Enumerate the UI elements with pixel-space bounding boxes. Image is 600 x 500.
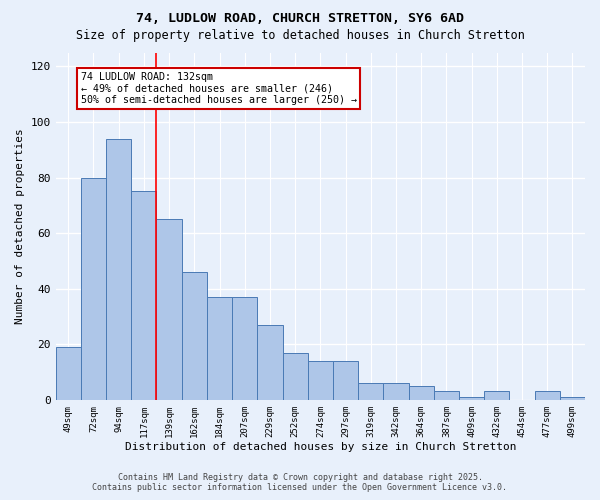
Bar <box>106 138 131 400</box>
Bar <box>484 392 509 400</box>
Bar <box>157 219 182 400</box>
Bar <box>459 397 484 400</box>
Bar <box>333 361 358 400</box>
Y-axis label: Number of detached properties: Number of detached properties <box>15 128 25 324</box>
Bar <box>283 352 308 400</box>
Bar <box>560 397 585 400</box>
Bar <box>207 297 232 400</box>
Bar <box>182 272 207 400</box>
Text: 74, LUDLOW ROAD, CHURCH STRETTON, SY6 6AD: 74, LUDLOW ROAD, CHURCH STRETTON, SY6 6A… <box>136 12 464 26</box>
Text: 74 LUDLOW ROAD: 132sqm
← 49% of detached houses are smaller (246)
50% of semi-de: 74 LUDLOW ROAD: 132sqm ← 49% of detached… <box>81 72 357 105</box>
Bar <box>535 392 560 400</box>
Bar <box>131 192 157 400</box>
Bar <box>308 361 333 400</box>
Bar <box>81 178 106 400</box>
Bar <box>56 347 81 400</box>
Bar <box>434 392 459 400</box>
Text: Size of property relative to detached houses in Church Stretton: Size of property relative to detached ho… <box>76 29 524 42</box>
Bar <box>232 297 257 400</box>
Bar <box>409 386 434 400</box>
Bar <box>358 383 383 400</box>
Bar <box>383 383 409 400</box>
Text: Contains HM Land Registry data © Crown copyright and database right 2025.
Contai: Contains HM Land Registry data © Crown c… <box>92 473 508 492</box>
Bar <box>257 325 283 400</box>
X-axis label: Distribution of detached houses by size in Church Stretton: Distribution of detached houses by size … <box>125 442 516 452</box>
